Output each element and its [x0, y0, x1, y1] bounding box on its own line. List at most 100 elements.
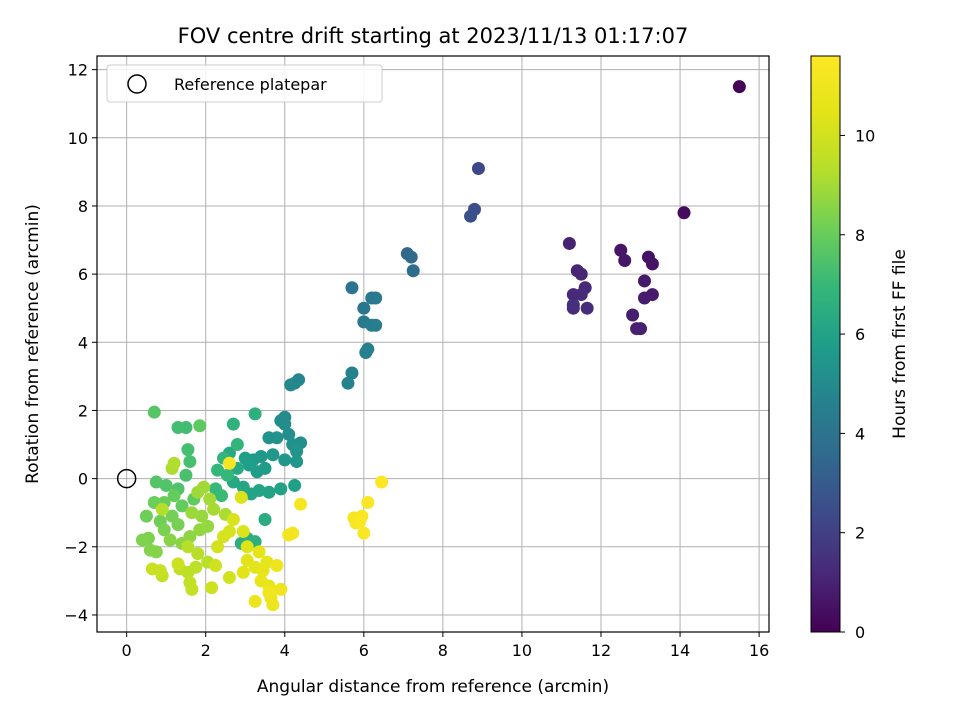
data-point	[149, 545, 163, 559]
data-point	[203, 492, 217, 506]
x-tick-label: 4	[280, 641, 290, 660]
data-point	[211, 540, 225, 554]
data-point	[645, 257, 659, 271]
data-point	[284, 378, 298, 392]
data-point	[171, 518, 185, 532]
data-point	[205, 581, 219, 595]
data-point	[248, 594, 262, 608]
data-point	[406, 264, 420, 278]
data-point	[183, 530, 197, 544]
data-point	[357, 526, 371, 540]
data-point	[181, 540, 195, 554]
data-point	[637, 274, 651, 288]
x-axis-ticks: 0 2 4 6 8 10 12 14 16	[122, 632, 769, 660]
x-tick-label: 16	[749, 641, 769, 660]
y-tick-label: −4	[64, 606, 88, 625]
legend-box	[106, 64, 383, 103]
data-point	[175, 499, 189, 513]
y-tick-label: 8	[78, 197, 88, 216]
data-point	[262, 485, 276, 499]
colorbar-tick-label: 4	[855, 424, 865, 443]
data-point	[163, 533, 177, 547]
data-point	[375, 475, 389, 489]
data-point	[171, 421, 185, 435]
data-point	[353, 514, 367, 528]
data-point	[195, 509, 209, 523]
data-point	[288, 478, 302, 492]
data-point	[209, 559, 223, 573]
grid-lines	[97, 56, 769, 632]
data-point	[149, 475, 163, 489]
data-point	[215, 489, 229, 503]
data-point	[464, 209, 478, 223]
legend-label: Reference platepar	[174, 75, 327, 94]
y-tick-label: 10	[68, 129, 88, 148]
data-point	[266, 598, 280, 612]
data-point	[270, 559, 284, 573]
data-point	[236, 524, 250, 538]
data-point	[566, 298, 580, 312]
data-point	[361, 495, 375, 509]
colorbar-tick-label: 6	[855, 325, 865, 344]
data-point	[732, 80, 746, 94]
colorbar-tick-label: 8	[855, 226, 865, 245]
y-tick-label: 0	[78, 470, 88, 489]
data-point	[236, 565, 250, 579]
data-point	[562, 236, 576, 250]
colorbar-ticks: 0 2 4 6 8 10	[840, 126, 875, 642]
data-point	[185, 506, 199, 520]
x-axis-label: Angular distance from reference (arcmin)	[257, 677, 609, 697]
data-point	[193, 419, 207, 433]
data-point	[222, 570, 236, 584]
data-point	[369, 291, 383, 305]
colorbar-label: Hours from first FF file	[890, 249, 910, 439]
data-point	[345, 366, 359, 380]
data-point	[236, 480, 250, 494]
y-tick-label: 4	[78, 333, 88, 352]
data-point	[220, 468, 234, 482]
colorbar-tick-label: 0	[855, 623, 865, 642]
data-point	[248, 407, 262, 421]
y-tick-label: 2	[78, 401, 88, 420]
data-point	[238, 451, 252, 465]
data-point	[256, 564, 270, 578]
data-point	[369, 318, 383, 332]
data-point	[159, 478, 173, 492]
data-point	[614, 243, 628, 257]
data-point	[262, 431, 276, 445]
data-point	[286, 526, 300, 540]
data-point	[197, 480, 211, 494]
data-point	[626, 308, 640, 322]
data-point	[618, 253, 632, 267]
data-point	[222, 524, 236, 538]
data-point	[183, 455, 197, 469]
x-tick-label: 10	[512, 641, 532, 660]
data-point	[145, 562, 159, 576]
data-point	[201, 519, 215, 533]
data-point	[274, 482, 288, 496]
data-point	[234, 490, 248, 504]
data-point	[637, 291, 651, 305]
x-tick-label: 14	[670, 641, 690, 660]
colorbar-tick-label: 10	[855, 126, 875, 145]
data-point	[580, 301, 594, 315]
data-point	[179, 468, 193, 482]
colorbar-tick-label: 2	[855, 524, 865, 543]
data-point	[677, 206, 691, 220]
data-point	[278, 417, 292, 431]
x-tick-label: 2	[201, 641, 211, 660]
colorbar: 0 2 4 6 8 10 Hours from first FF file	[810, 55, 910, 642]
data-point	[207, 502, 221, 516]
data-point	[226, 417, 240, 431]
data-point	[191, 547, 205, 561]
data-point	[290, 455, 304, 469]
colorbar-gradient	[810, 55, 841, 633]
data-point	[185, 582, 199, 596]
y-axis-ticks: −4 −2 0 2 4 6 8 10 12	[64, 61, 97, 625]
data-point	[240, 540, 254, 554]
x-tick-label: 12	[591, 641, 611, 660]
data-point	[135, 533, 149, 547]
plot-frame	[96, 55, 770, 633]
data-point	[155, 502, 169, 516]
